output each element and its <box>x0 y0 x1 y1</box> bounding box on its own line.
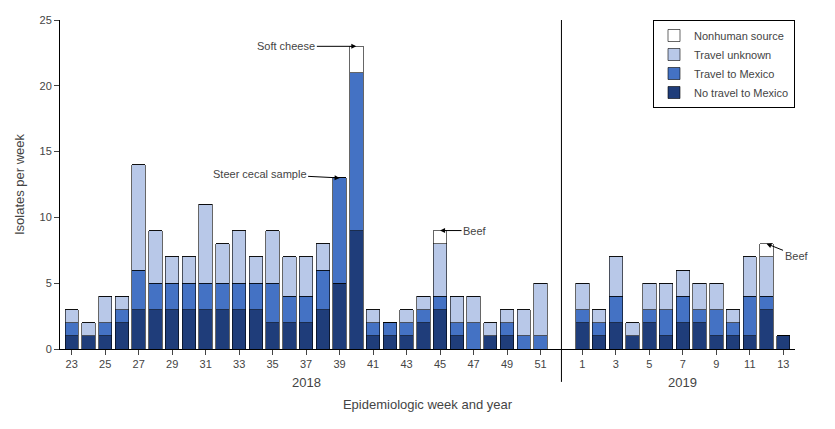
svg-text:45: 45 <box>434 358 446 370</box>
svg-text:25: 25 <box>40 14 52 26</box>
svg-text:2018: 2018 <box>292 375 321 390</box>
svg-text:Nonhuman source: Nonhuman source <box>694 30 784 42</box>
svg-text:Soft cheese: Soft cheese <box>257 40 315 52</box>
svg-text:23: 23 <box>66 358 78 370</box>
svg-text:2019: 2019 <box>668 375 697 390</box>
svg-text:5: 5 <box>46 277 52 289</box>
svg-text:39: 39 <box>333 358 345 370</box>
svg-text:51: 51 <box>534 358 546 370</box>
svg-text:11: 11 <box>744 358 755 370</box>
svg-text:15: 15 <box>40 145 52 157</box>
svg-text:43: 43 <box>400 358 412 370</box>
svg-text:10: 10 <box>40 211 52 223</box>
svg-text:Beef: Beef <box>785 250 809 262</box>
svg-text:41: 41 <box>367 358 379 370</box>
svg-text:29: 29 <box>166 358 178 370</box>
svg-text:Steer cecal sample: Steer cecal sample <box>213 168 307 180</box>
svg-text:5: 5 <box>646 358 652 370</box>
svg-text:Epidemiologic week and year: Epidemiologic week and year <box>343 397 513 412</box>
svg-text:20: 20 <box>40 80 52 92</box>
svg-text:37: 37 <box>300 358 312 370</box>
svg-text:27: 27 <box>133 358 145 370</box>
svg-text:Travel unknown: Travel unknown <box>694 49 771 61</box>
svg-text:13: 13 <box>777 358 789 370</box>
svg-text:No travel to Mexico: No travel to Mexico <box>694 87 788 99</box>
svg-text:7: 7 <box>680 358 686 370</box>
svg-text:Beef: Beef <box>463 225 487 237</box>
svg-text:35: 35 <box>267 358 279 370</box>
svg-text:1: 1 <box>579 358 585 370</box>
svg-text:9: 9 <box>713 358 719 370</box>
svg-text:0: 0 <box>46 343 52 355</box>
svg-text:31: 31 <box>200 358 212 370</box>
svg-text:25: 25 <box>99 358 111 370</box>
svg-text:3: 3 <box>613 358 619 370</box>
svg-text:33: 33 <box>233 358 245 370</box>
svg-text:Isolates per week: Isolates per week <box>12 133 27 235</box>
svg-text:49: 49 <box>501 358 513 370</box>
svg-text:Travel to Mexico: Travel to Mexico <box>694 68 774 80</box>
svg-text:47: 47 <box>467 358 479 370</box>
